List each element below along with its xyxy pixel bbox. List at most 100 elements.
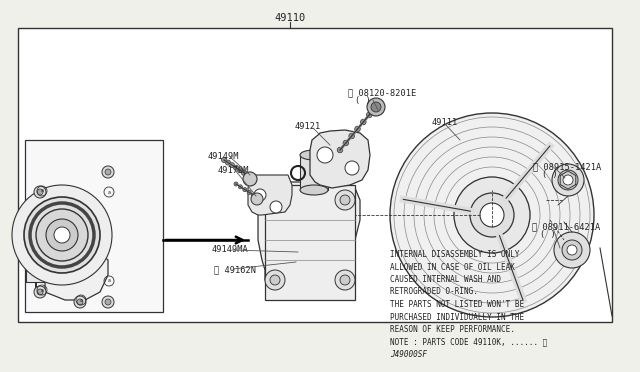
- Circle shape: [243, 187, 247, 192]
- Circle shape: [355, 126, 360, 132]
- Circle shape: [12, 185, 112, 285]
- Polygon shape: [36, 192, 108, 300]
- Circle shape: [371, 102, 381, 112]
- Bar: [18, 28, 612, 322]
- Circle shape: [54, 227, 70, 243]
- Text: a: a: [108, 189, 111, 195]
- Circle shape: [372, 105, 378, 111]
- Circle shape: [46, 219, 78, 251]
- Polygon shape: [258, 182, 360, 298]
- Text: ALLOWED IN CASE OF OIL LEAK: ALLOWED IN CASE OF OIL LEAK: [390, 263, 515, 272]
- Text: a: a: [40, 189, 44, 193]
- Polygon shape: [310, 130, 370, 188]
- Text: Ⓝ 08911-6421A: Ⓝ 08911-6421A: [532, 222, 600, 231]
- Circle shape: [230, 163, 234, 168]
- Circle shape: [237, 168, 243, 173]
- Circle shape: [221, 157, 227, 163]
- Circle shape: [270, 275, 280, 285]
- Circle shape: [563, 175, 573, 185]
- Text: PURCHASED INDIVIDUALLY IN THE: PURCHASED INDIVIDUALLY IN THE: [390, 312, 524, 321]
- Circle shape: [251, 193, 263, 205]
- Circle shape: [337, 147, 343, 153]
- Text: NOTE : PARTS CODE 49110K, ...... Ⓐ: NOTE : PARTS CODE 49110K, ...... Ⓐ: [390, 337, 547, 346]
- Circle shape: [34, 186, 46, 198]
- Circle shape: [335, 270, 355, 290]
- Circle shape: [554, 232, 590, 268]
- Text: RETROGRADED O-RING.: RETROGRADED O-RING.: [390, 288, 478, 296]
- Text: a: a: [108, 279, 111, 283]
- Circle shape: [270, 195, 280, 205]
- Circle shape: [454, 177, 530, 253]
- Text: INTERNAL DISASSEMBLY IS ONLY: INTERNAL DISASSEMBLY IS ONLY: [390, 250, 520, 259]
- Text: Ⓐ 08120-8201E: Ⓐ 08120-8201E: [348, 88, 416, 97]
- Bar: [26, 240, 48, 282]
- Circle shape: [343, 140, 349, 146]
- Text: ( ): ( ): [542, 170, 557, 179]
- Circle shape: [270, 201, 282, 213]
- Text: a: a: [40, 288, 44, 292]
- Circle shape: [105, 169, 111, 175]
- Circle shape: [225, 160, 230, 165]
- Circle shape: [317, 147, 333, 163]
- Circle shape: [252, 193, 255, 197]
- Circle shape: [567, 245, 577, 255]
- Circle shape: [562, 240, 582, 260]
- Text: ( ): ( ): [540, 230, 556, 239]
- Circle shape: [77, 299, 83, 305]
- Circle shape: [246, 173, 250, 178]
- Polygon shape: [248, 175, 292, 215]
- Text: ( ): ( ): [355, 96, 371, 105]
- Circle shape: [241, 170, 246, 175]
- Circle shape: [552, 164, 584, 196]
- Circle shape: [34, 286, 46, 298]
- Bar: [300, 155, 328, 190]
- Circle shape: [349, 133, 355, 139]
- Text: a: a: [79, 298, 83, 302]
- Circle shape: [345, 161, 359, 175]
- Circle shape: [234, 182, 238, 186]
- Circle shape: [558, 170, 578, 190]
- Text: 49121: 49121: [295, 122, 321, 131]
- Circle shape: [367, 98, 385, 116]
- Circle shape: [234, 165, 239, 170]
- Circle shape: [360, 119, 366, 125]
- Circle shape: [36, 209, 88, 261]
- Circle shape: [24, 197, 100, 273]
- Circle shape: [480, 203, 504, 227]
- Circle shape: [470, 193, 514, 237]
- Circle shape: [37, 289, 43, 295]
- Text: 49170M: 49170M: [218, 166, 250, 175]
- Circle shape: [102, 296, 114, 308]
- Circle shape: [243, 172, 257, 186]
- Text: THE PARTS NOT LISTED WON'T BE: THE PARTS NOT LISTED WON'T BE: [390, 300, 524, 309]
- Circle shape: [256, 196, 260, 200]
- Circle shape: [390, 113, 594, 317]
- Circle shape: [74, 296, 86, 308]
- Ellipse shape: [300, 150, 328, 160]
- Circle shape: [250, 176, 255, 180]
- Circle shape: [105, 299, 111, 305]
- Text: 49149MA: 49149MA: [212, 245, 249, 254]
- Circle shape: [340, 195, 350, 205]
- Circle shape: [247, 190, 251, 195]
- Text: REASON OF KEEP PERFORMANCE.: REASON OF KEEP PERFORMANCE.: [390, 325, 515, 334]
- Text: 49149M: 49149M: [208, 152, 239, 161]
- Circle shape: [102, 166, 114, 178]
- Circle shape: [239, 185, 243, 189]
- Text: CAUSED INTERNAL WASH AND: CAUSED INTERNAL WASH AND: [390, 275, 501, 284]
- Bar: [25, 140, 163, 312]
- Circle shape: [37, 189, 43, 195]
- Circle shape: [335, 190, 355, 210]
- Text: 49111: 49111: [432, 118, 458, 127]
- Text: Ⓢ 08915-1421A: Ⓢ 08915-1421A: [533, 162, 601, 171]
- Circle shape: [265, 190, 285, 210]
- Text: 49110: 49110: [275, 13, 306, 23]
- Circle shape: [366, 112, 372, 118]
- Circle shape: [254, 189, 266, 201]
- Ellipse shape: [300, 185, 328, 195]
- Circle shape: [340, 275, 350, 285]
- Bar: [265, 185, 355, 300]
- Text: Ⓐ 49162N: Ⓐ 49162N: [214, 265, 256, 274]
- Circle shape: [265, 270, 285, 290]
- Text: J49000SF: J49000SF: [390, 350, 427, 359]
